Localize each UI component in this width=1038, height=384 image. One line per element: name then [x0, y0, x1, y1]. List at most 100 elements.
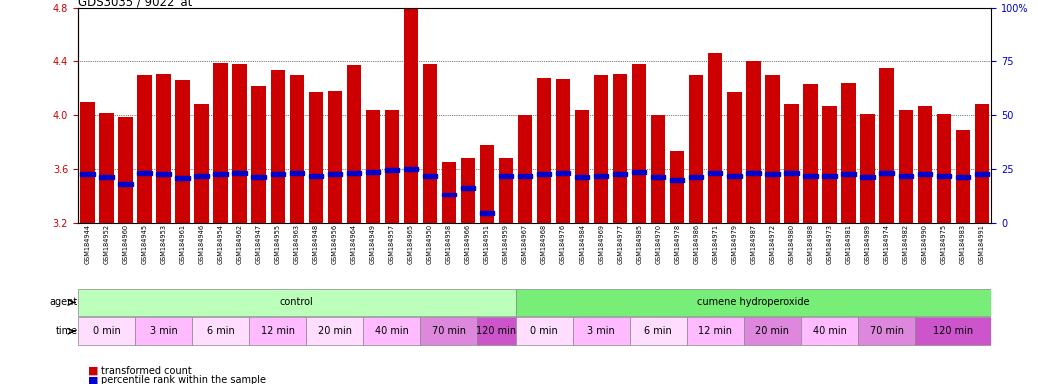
Bar [956, 175, 969, 179]
Text: percentile rank within the sample: percentile rank within the sample [101, 375, 266, 384]
Bar [879, 171, 894, 175]
Bar [480, 145, 494, 223]
Bar [689, 75, 704, 223]
Bar [671, 178, 684, 182]
Text: time: time [55, 326, 78, 336]
Bar [251, 86, 266, 223]
Bar [801, 317, 858, 345]
Bar [290, 171, 304, 175]
Bar [385, 110, 399, 223]
Bar [613, 172, 627, 176]
Bar [708, 171, 722, 175]
Bar [194, 104, 209, 223]
Bar [461, 158, 475, 223]
Bar [385, 169, 399, 172]
Bar [594, 75, 608, 223]
Bar [916, 317, 991, 345]
Bar [347, 171, 361, 175]
Bar [936, 114, 951, 223]
Bar [100, 113, 113, 223]
Bar [651, 115, 665, 223]
Bar [842, 172, 855, 176]
Bar [251, 175, 266, 179]
Bar [785, 171, 798, 175]
Bar [442, 193, 456, 196]
Text: agent: agent [49, 297, 78, 308]
Text: 0 min: 0 min [92, 326, 120, 336]
Bar [516, 317, 573, 345]
Bar [822, 106, 837, 223]
Bar [861, 114, 875, 223]
Bar [573, 317, 630, 345]
Bar [556, 171, 570, 175]
Bar [404, 167, 418, 171]
Bar [499, 174, 513, 177]
Text: 20 min: 20 min [756, 326, 790, 336]
Text: 120 min: 120 min [476, 326, 517, 336]
Text: 6 min: 6 min [645, 326, 673, 336]
Bar [899, 174, 912, 177]
Bar [175, 80, 190, 223]
Text: 12 min: 12 min [261, 326, 295, 336]
Text: 6 min: 6 min [207, 326, 235, 336]
Text: cumene hydroperoxide: cumene hydroperoxide [698, 297, 810, 308]
Bar [118, 182, 133, 185]
Bar [861, 175, 875, 179]
Bar [975, 104, 989, 223]
Bar [308, 174, 323, 177]
Bar [422, 64, 437, 223]
Bar [78, 289, 516, 316]
Bar [899, 110, 912, 223]
Bar [537, 172, 551, 176]
Bar [347, 65, 361, 223]
Text: 20 min: 20 min [318, 326, 352, 336]
Bar [442, 162, 456, 223]
Bar [137, 75, 152, 223]
Bar [80, 172, 94, 176]
Text: 40 min: 40 min [375, 326, 409, 336]
Bar [689, 175, 704, 179]
Bar [137, 171, 152, 175]
Bar [516, 289, 991, 316]
Bar [956, 130, 969, 223]
Bar [858, 317, 916, 345]
Bar [404, 9, 418, 223]
Bar [100, 175, 113, 179]
Bar [822, 174, 837, 177]
Bar [363, 317, 420, 345]
Bar [918, 172, 932, 176]
Bar [118, 117, 133, 223]
Bar [135, 317, 192, 345]
Text: 12 min: 12 min [699, 326, 733, 336]
Bar [936, 174, 951, 177]
Bar [480, 212, 494, 215]
Text: 70 min: 70 min [870, 326, 904, 336]
Bar [744, 317, 801, 345]
Text: GDS3035 / 9022_at: GDS3035 / 9022_at [78, 0, 192, 8]
Bar [365, 170, 380, 174]
Text: control: control [280, 297, 313, 308]
Bar [157, 172, 170, 176]
Bar [613, 74, 627, 223]
Text: 70 min: 70 min [432, 326, 466, 336]
Bar [975, 172, 989, 176]
Bar [879, 68, 894, 223]
Bar [306, 317, 363, 345]
Bar [271, 70, 284, 223]
Bar [214, 63, 227, 223]
Bar [328, 91, 342, 223]
Bar [765, 75, 780, 223]
Bar [328, 172, 342, 176]
Bar [233, 64, 247, 223]
Text: 0 min: 0 min [530, 326, 558, 336]
Bar [420, 317, 477, 345]
Bar [518, 115, 532, 223]
Bar [175, 177, 190, 180]
Bar [728, 93, 741, 223]
Bar [842, 83, 855, 223]
Bar [575, 110, 590, 223]
Bar [632, 170, 647, 174]
Bar [194, 174, 209, 177]
Bar [422, 174, 437, 177]
Bar [575, 175, 590, 179]
